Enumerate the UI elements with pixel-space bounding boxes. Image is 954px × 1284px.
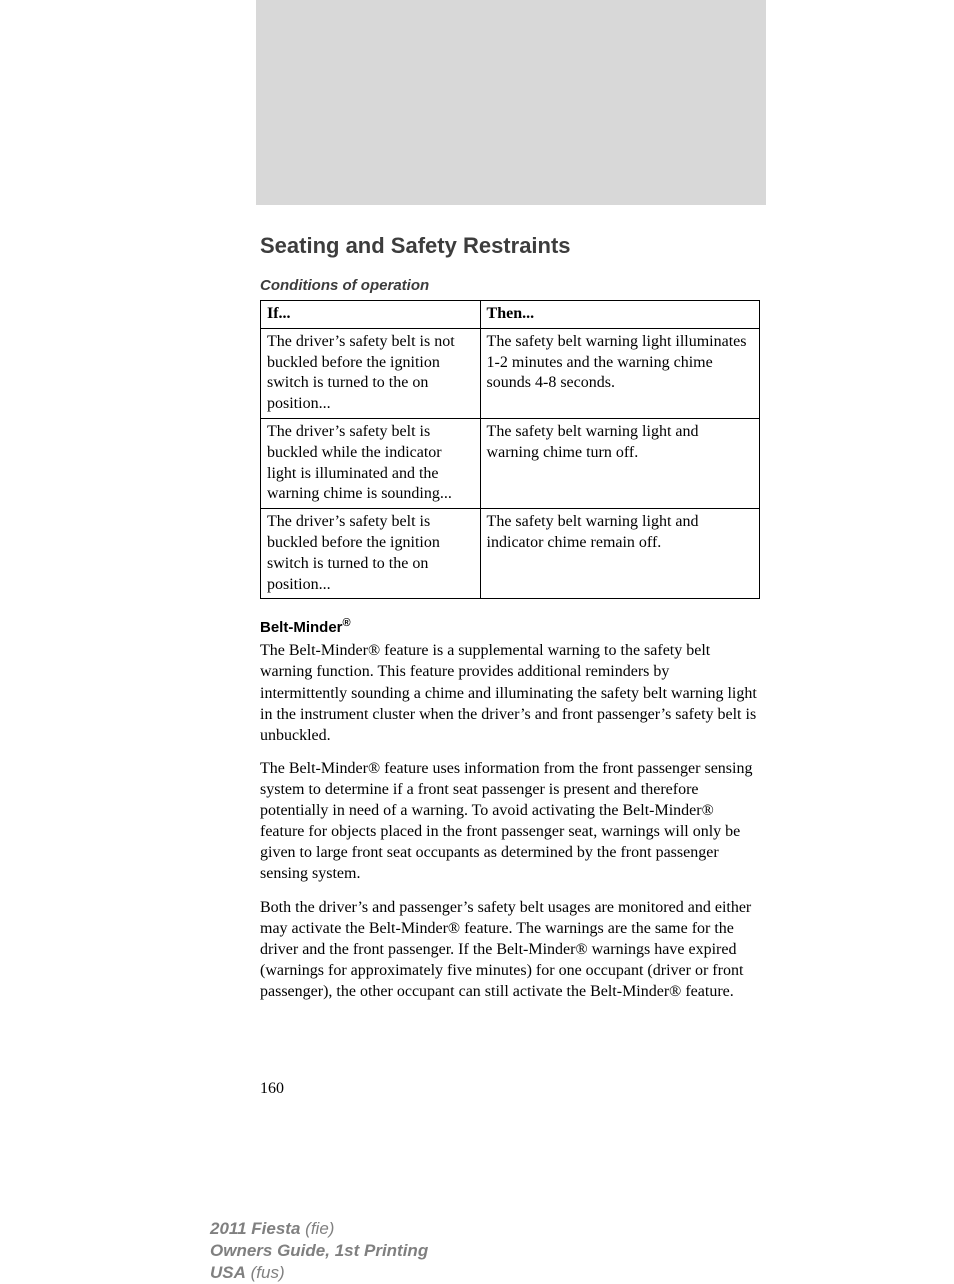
page-footer: 2011 Fiesta (fie) Owners Guide, 1st Prin… bbox=[210, 1218, 954, 1284]
table-cell-then: The safety belt warning light and indica… bbox=[480, 509, 759, 599]
footer-line-model: 2011 Fiesta (fie) bbox=[210, 1218, 954, 1240]
footer-line-market: USA (fus) bbox=[210, 1262, 954, 1284]
body-paragraph: The Belt-Minder® feature uses informatio… bbox=[260, 758, 760, 885]
table-cell-then: The safety belt warning light illuminate… bbox=[480, 328, 759, 418]
table-header-then: Then... bbox=[480, 301, 759, 329]
section-title: Seating and Safety Restraints bbox=[260, 233, 760, 259]
table-cell-then: The safety belt warning light and warnin… bbox=[480, 418, 759, 508]
footer-guide: Owners Guide, 1st Printing bbox=[210, 1241, 428, 1260]
table-row: The driver’s safety belt is not buckled … bbox=[261, 328, 760, 418]
body-paragraph: The Belt-Minder® feature is a supplement… bbox=[260, 640, 760, 746]
table-row: The driver’s safety belt is buckled whil… bbox=[261, 418, 760, 508]
belt-minder-heading-text: Belt-Minder bbox=[260, 619, 343, 636]
belt-minder-heading: Belt-Minder® bbox=[260, 617, 760, 636]
conditions-table: If... Then... The driver’s safety belt i… bbox=[260, 300, 760, 599]
footer-market: USA bbox=[210, 1263, 246, 1282]
page-content: Seating and Safety Restraints Conditions… bbox=[260, 205, 760, 1098]
body-paragraph: Both the driver’s and passenger’s safety… bbox=[260, 897, 760, 1003]
table-header-if: If... bbox=[261, 301, 481, 329]
page-header-band bbox=[256, 0, 766, 205]
footer-model: 2011 Fiesta bbox=[210, 1219, 300, 1238]
table-cell-if: The driver’s safety belt is not buckled … bbox=[261, 328, 481, 418]
table-cell-if: The driver’s safety belt is buckled whil… bbox=[261, 418, 481, 508]
subsection-title: Conditions of operation bbox=[260, 277, 760, 294]
registered-symbol: ® bbox=[343, 617, 351, 629]
table-header-row: If... Then... bbox=[261, 301, 760, 329]
footer-market-code: (fus) bbox=[251, 1263, 285, 1282]
table-cell-if: The driver’s safety belt is buckled befo… bbox=[261, 509, 481, 599]
footer-line-guide: Owners Guide, 1st Printing bbox=[210, 1240, 954, 1262]
page-number: 160 bbox=[260, 1080, 760, 1098]
table-row: The driver’s safety belt is buckled befo… bbox=[261, 509, 760, 599]
footer-model-code: (fie) bbox=[305, 1219, 334, 1238]
